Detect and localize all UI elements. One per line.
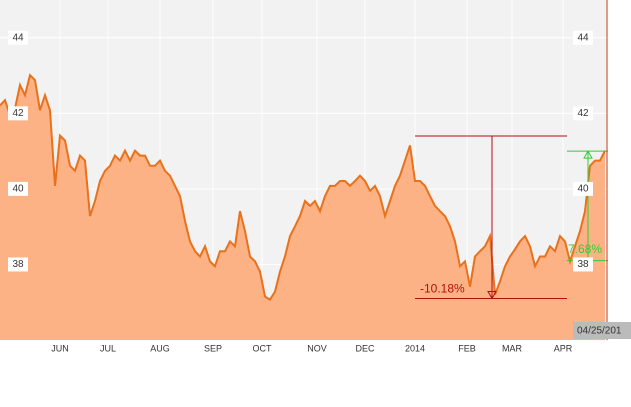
y-tick-label: 44: [12, 32, 24, 43]
y-tick-bg: [573, 30, 593, 45]
x-tick-label: JUL: [100, 343, 116, 353]
arrow-head: [487, 290, 497, 300]
date-label: 04/25/201: [577, 326, 622, 337]
y-tick-label-right: 44: [577, 32, 589, 43]
y-tick-label-right: 40: [577, 184, 589, 195]
line: [0, 73, 606, 301]
x-tick-label: SEP: [204, 343, 222, 353]
y-tick-label: 42: [12, 108, 24, 119]
labels: 38 38 40 40 42 42 44 44 JUN JUL AUG SEP OCT NOV DEC 201…: [8, 30, 593, 353]
x-tick-label: JUN: [51, 343, 69, 353]
area: [0, 75, 605, 340]
x-tick-label: AUG: [150, 343, 170, 353]
x-tick-label: DEC: [355, 343, 375, 353]
y-tick-label-right: 42: [577, 108, 589, 119]
y-tick-bg: [8, 30, 28, 45]
x-tick-label: 2014: [405, 343, 425, 353]
arrow-head: [583, 150, 593, 159]
x-tick-label: MAR: [502, 343, 523, 353]
measure-label: -10.18%: [420, 282, 465, 296]
y-tick-bg: [573, 106, 593, 121]
x-tick-label: NOV: [307, 343, 327, 353]
y-tick-bg: [573, 257, 593, 272]
x-tick-label: OCT: [253, 343, 273, 353]
y-tick-label: 40: [12, 184, 24, 195]
y-tick-label-right: 38: [577, 259, 589, 270]
annotations: -10.18% 7.68%: [415, 135, 608, 300]
date-box: [573, 322, 631, 339]
y-tick-bg: [8, 181, 28, 196]
y-tick-bg: [8, 106, 28, 121]
x-tick-label: APR: [554, 343, 573, 353]
y-tick-label: 38: [12, 259, 24, 270]
y-tick-bg: [8, 257, 28, 272]
y-tick-bg: [573, 181, 593, 196]
marks: [0, 73, 606, 340]
measure-label: 7.68%: [568, 242, 602, 256]
x-tick-label: FEB: [458, 343, 476, 353]
